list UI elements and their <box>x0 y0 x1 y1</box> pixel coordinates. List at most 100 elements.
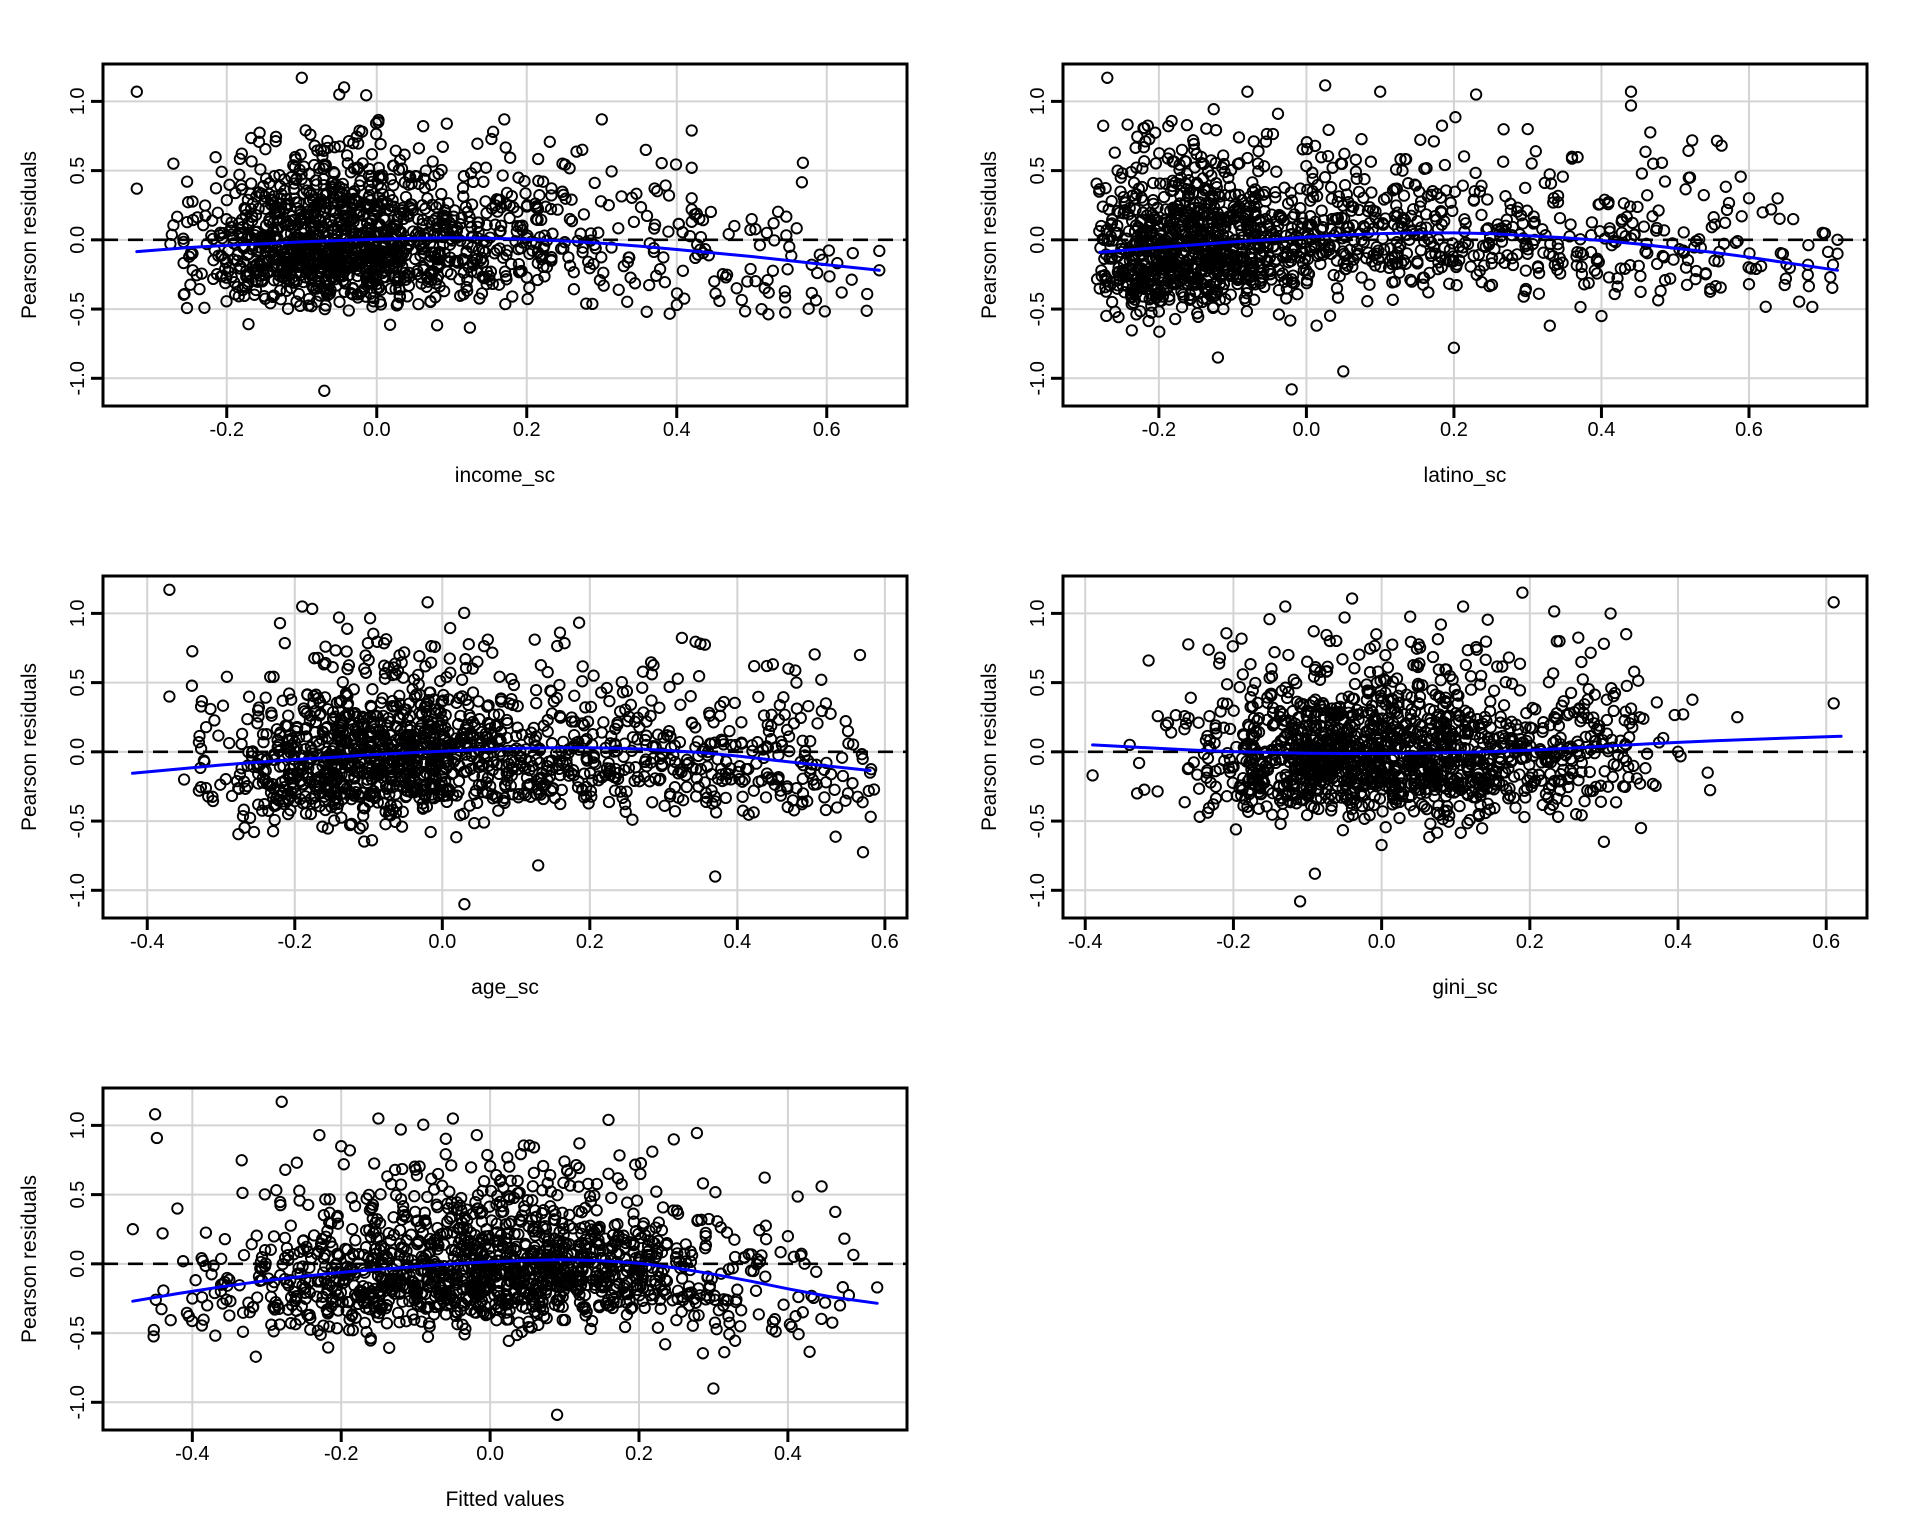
data-point <box>704 205 718 219</box>
data-point <box>1161 221 1175 234</box>
data-point <box>639 143 652 157</box>
data-point <box>321 720 334 734</box>
data-point <box>664 787 677 800</box>
data-point <box>1166 179 1179 193</box>
data-point <box>167 157 180 170</box>
data-point <box>1287 277 1301 290</box>
data-point-outlier <box>1543 319 1556 332</box>
data-point <box>416 217 429 231</box>
data-point <box>259 764 272 777</box>
data-point <box>1310 319 1323 332</box>
data-point <box>454 234 467 247</box>
data-point <box>1388 182 1401 196</box>
data-point <box>780 723 794 737</box>
data-point <box>758 281 771 295</box>
data-point <box>263 177 276 190</box>
data-point <box>282 709 295 722</box>
data-point <box>1172 207 1186 220</box>
data-point <box>1802 238 1815 252</box>
data-point <box>1658 175 1672 188</box>
y-axis: -1.0-0.50.00.51.0 <box>67 599 103 908</box>
data-point <box>529 730 543 743</box>
data-point <box>241 712 254 726</box>
data-point <box>796 795 809 808</box>
data-point <box>479 195 492 208</box>
data-point <box>789 664 802 677</box>
data-point <box>358 835 371 848</box>
data-point <box>1323 309 1337 322</box>
data-point <box>319 640 332 653</box>
data-point <box>386 668 399 682</box>
data-point <box>1624 200 1637 213</box>
data-point <box>1149 287 1162 301</box>
data-point <box>669 158 683 171</box>
data-point <box>318 768 332 781</box>
data-point <box>401 720 414 734</box>
data-point <box>482 699 495 712</box>
data-point <box>1253 215 1267 229</box>
data-point <box>215 165 228 178</box>
data-point <box>1677 226 1690 239</box>
data-point <box>503 211 516 225</box>
data-point <box>722 227 735 241</box>
data-point <box>1641 189 1654 202</box>
y-axis-tick-label: -1.0 <box>67 361 89 395</box>
data-point <box>1556 170 1569 183</box>
data-point <box>272 738 285 752</box>
data-point <box>220 670 234 683</box>
data-point <box>1180 277 1194 291</box>
data-point <box>194 742 208 755</box>
data-point <box>706 797 719 810</box>
data-point <box>1139 135 1152 148</box>
data-point <box>387 159 400 172</box>
data-point <box>531 273 544 287</box>
data-point <box>469 161 482 174</box>
data-point <box>328 814 341 827</box>
data-point <box>1194 267 1207 280</box>
data-point <box>1201 183 1214 196</box>
data-point <box>1439 253 1452 266</box>
data-point <box>811 717 824 730</box>
data-point <box>714 699 727 713</box>
data-point <box>1209 156 1222 170</box>
data-point <box>262 804 275 817</box>
data-point <box>1146 226 1159 239</box>
data-point <box>1357 191 1370 204</box>
plot-frame <box>101 62 909 408</box>
y-axis-tick-label: 0.0 <box>67 738 89 766</box>
data-point <box>705 784 718 797</box>
data-point <box>426 155 439 168</box>
data-point <box>545 754 559 767</box>
data-point <box>1422 286 1435 299</box>
data-point <box>383 715 396 729</box>
data-point <box>235 727 249 741</box>
data-point <box>285 693 298 706</box>
data-point <box>286 209 299 223</box>
data-point <box>605 241 618 254</box>
data-point <box>320 217 333 231</box>
data-point <box>362 223 375 237</box>
data-point <box>1351 708 1364 721</box>
data-point <box>437 238 450 251</box>
data-point <box>1180 183 1193 196</box>
data-point <box>343 769 356 782</box>
data-point <box>530 199 543 213</box>
data-point <box>435 187 448 201</box>
data-point <box>735 716 748 729</box>
data-point <box>670 287 684 300</box>
data-point <box>434 707 447 720</box>
data-point <box>668 805 682 818</box>
data-point <box>1444 196 1457 209</box>
data-point <box>335 767 348 781</box>
data-point <box>434 674 447 688</box>
data-point <box>1136 206 1150 219</box>
data-point <box>545 707 559 720</box>
data-point <box>1742 261 1755 274</box>
data-point <box>235 737 248 751</box>
data-point <box>1147 197 1160 211</box>
data-point <box>485 202 499 215</box>
data-point <box>1215 270 1228 283</box>
data-point-outlier <box>1787 212 1800 226</box>
data-point <box>327 728 341 741</box>
